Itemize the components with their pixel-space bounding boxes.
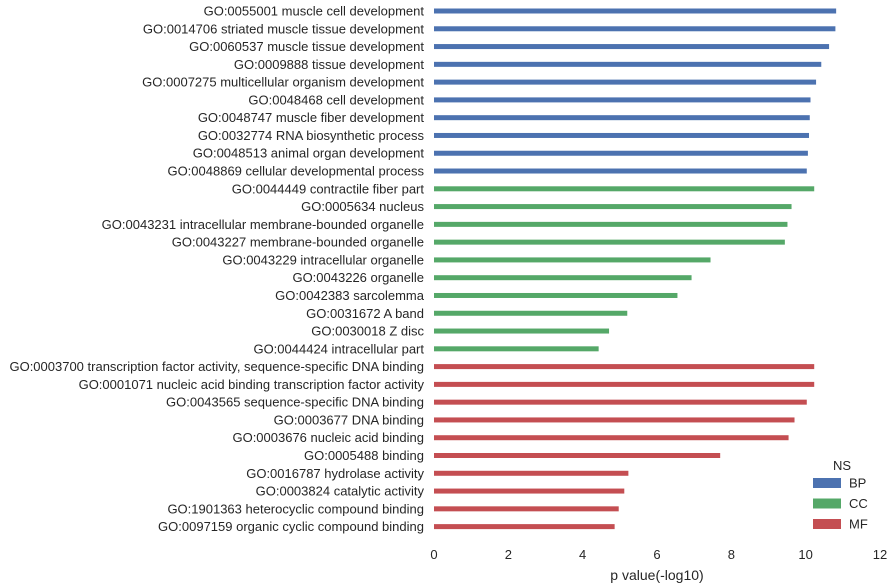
bar-bp [434,168,807,174]
bar-mf [434,417,795,423]
legend: NS BP CC MF [813,458,868,532]
legend-label-cc: CC [849,496,868,511]
bar-cc [434,204,792,210]
category-label: GO:0001071 nucleic acid binding transcri… [79,377,425,392]
bar-cc [434,292,678,298]
category-label: GO:0043565 sequence-specific DNA binding [166,395,424,410]
bar-bp [434,79,817,85]
legend-swatch-bp [813,478,841,488]
bar-bp [434,26,836,32]
bar-mf [434,381,815,387]
category-label: GO:0043226 organelle [292,270,424,285]
bar-cc [434,310,628,316]
bar-cc [434,275,692,281]
legend-entries: BP CC MF [813,476,868,532]
category-label: GO:0030018 Z disc [311,324,424,339]
category-label: GO:0003676 nucleic acid binding [232,430,424,445]
x-tick-label: 4 [579,547,586,562]
category-label: GO:0031672 A band [306,306,424,321]
category-label: GO:0048513 animal organ development [193,146,425,161]
category-label: GO:0044424 intracellular part [253,341,424,356]
x-axis-ticks: 0 2 4 6 8 10 12 [430,547,887,562]
bar-mf [434,488,625,494]
category-label: GO:0048869 cellular developmental proces… [167,164,424,179]
category-label: GO:0003700 transcription factor activity… [9,359,424,374]
category-label: GO:0048468 cell development [248,92,424,107]
category-label: GO:0043229 intracellular organelle [222,252,424,267]
x-tick-label: 8 [728,547,735,562]
category-label: GO:0043231 intracellular membrane-bounde… [102,217,424,232]
bar-bp [434,115,810,121]
bar-cc [434,328,610,334]
x-tick-label: 0 [430,547,437,562]
category-label: GO:0060537 muscle tissue development [189,39,424,54]
bar-cc [434,257,711,263]
bar-mf [434,399,807,405]
legend-label-mf: MF [849,517,868,532]
bar-cc [434,221,788,227]
bar-bp [434,132,810,138]
category-label: GO:0009888 tissue development [234,57,424,72]
bar-cc [434,186,815,192]
category-label: GO:0003677 DNA binding [274,412,424,427]
bar-cc [434,239,785,245]
category-label: GO:0014706 striated muscle tissue develo… [143,21,424,36]
x-tick-label: 2 [505,547,512,562]
x-tick-label: 10 [798,547,812,562]
x-tick-label: 12 [873,547,887,562]
bar-bp [434,44,830,50]
bar-mf [434,364,815,370]
bar-bp [434,8,837,14]
category-label: GO:0043227 membrane-bounded organelle [172,235,424,250]
category-label: GO:0055001 muscle cell development [204,4,425,19]
legend-swatch-cc [813,498,841,509]
bar-bp [434,97,811,103]
category-label: GO:0016787 hydrolase activity [246,466,424,481]
category-label: GO:0048747 muscle fiber development [198,110,425,125]
category-label: GO:0097159 organic cyclic compound bindi… [158,519,424,534]
bars-layer [434,8,837,530]
legend-swatch-mf [813,519,841,529]
bar-mf [434,506,619,512]
category-label: GO:0044449 contractile fiber part [232,181,425,196]
bar-bp [434,61,822,67]
bar-mf [434,453,721,458]
category-label: GO:0032774 RNA biosynthetic process [198,128,425,143]
legend-label-bp: BP [849,476,866,491]
category-label: GO:0005488 binding [304,448,424,463]
category-label: GO:0007275 multicellular organism develo… [142,75,424,90]
x-axis-label: p value(-log10) [610,567,703,583]
category-label: GO:0005634 nucleus [301,199,424,214]
bar-bp [434,150,808,156]
bar-cc [434,346,599,352]
bar-mf [434,435,789,441]
legend-title: NS [833,458,851,473]
category-label: GO:0042383 sarcolemma [275,288,425,303]
bar-mf [434,470,629,476]
category-label: GO:0003824 catalytic activity [256,484,425,499]
x-tick-label: 6 [653,547,660,562]
category-labels: GO:0055001 muscle cell development GO:001… [9,4,424,535]
category-label: GO:1901363 heterocyclic compound binding [167,501,424,516]
bar-mf [434,524,615,530]
